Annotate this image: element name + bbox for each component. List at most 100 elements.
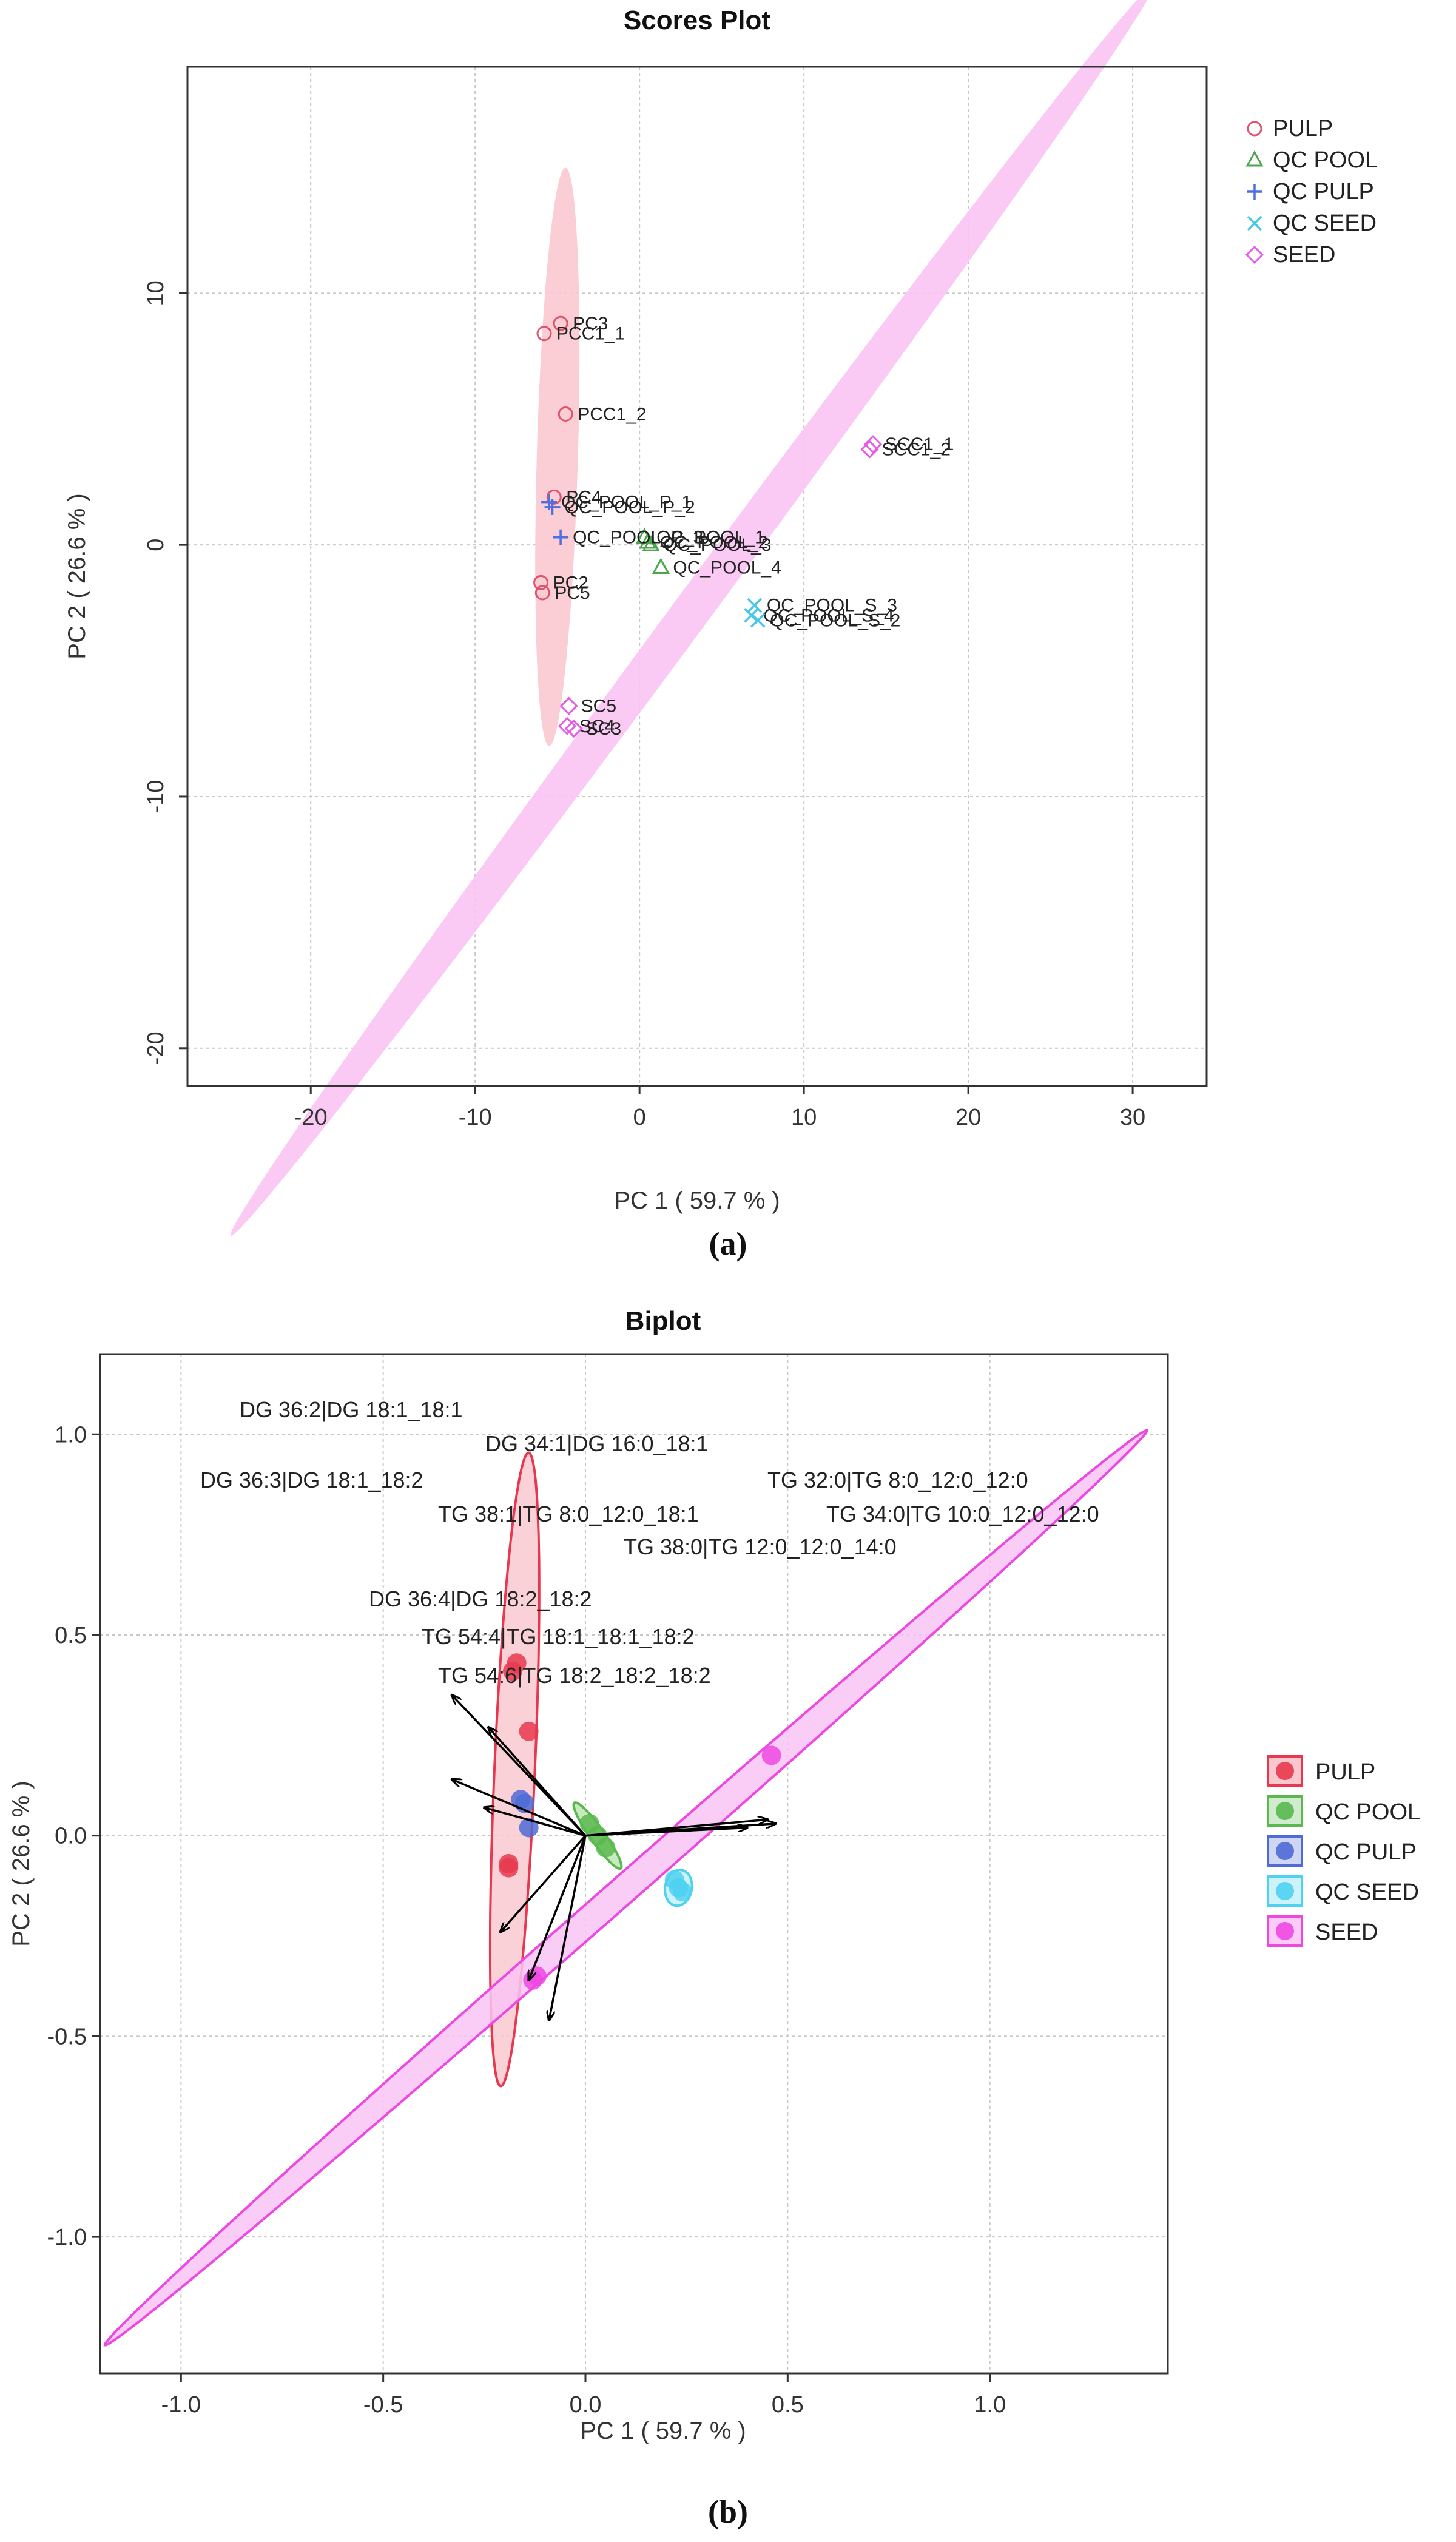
point-label: PC2 — [553, 573, 588, 593]
loading-arrow — [500, 1835, 587, 1932]
point-label: PCC1_2 — [578, 404, 646, 424]
y-tick-label: -0.5 — [47, 2024, 87, 2049]
legend-marker — [1276, 1882, 1294, 1900]
loading-arrow — [452, 1779, 586, 1837]
loading-label: DG 36:4|DG 18:2_18:2 — [369, 1586, 592, 1611]
loading-label: DG 34:1|DG 16:0_18:1 — [485, 1431, 709, 1456]
chart-title: Biplot — [625, 1306, 701, 1336]
data-points: PC3PCC1_1PCC1_2PC4PC2PC5QC_POOL_1QC_POOL… — [533, 314, 954, 739]
point-label: PCC1_1 — [556, 324, 625, 344]
point-label: PC4 — [566, 487, 601, 507]
point-marker — [558, 716, 577, 735]
gridlines — [100, 1354, 1168, 2373]
point-marker — [559, 696, 578, 715]
legend-swatch — [1267, 1795, 1303, 1827]
x-axis-label: PC 1 ( 59.7 % ) — [580, 2418, 746, 2444]
point-marker — [503, 1661, 522, 1681]
point-label: QC_POOL_4 — [673, 558, 781, 578]
point-label: SC5 — [581, 696, 616, 716]
data-points — [499, 1653, 781, 1990]
legend-marker — [1276, 1802, 1294, 1820]
loading-arrow — [585, 1827, 747, 1837]
loading-label: DG 36:3|DG 18:1_18:2 — [200, 1468, 423, 1492]
point-label: QC_POOL_P_1 — [561, 493, 692, 513]
point-label: SCC1_2 — [882, 440, 951, 460]
point-marker — [523, 1970, 543, 1990]
point-marker — [639, 532, 657, 549]
loading-arrow — [549, 1835, 587, 2020]
point-label: QC_POOL_S_2 — [770, 611, 900, 631]
ellipse-seed — [230, 0, 1148, 1236]
loading-label: TG 54:6|TG 18:2_18:2_18:2 — [438, 1663, 711, 1688]
point-label: QC_POOL_3 — [663, 535, 771, 555]
legend-label: QC POOL — [1273, 147, 1378, 173]
legend-item: QC PULP — [1267, 1835, 1417, 1867]
legend-item: SEED — [1267, 1915, 1378, 1947]
x-tick-label: 30 — [1120, 1105, 1145, 1130]
point-marker — [533, 575, 549, 590]
loading-arrow — [484, 1807, 586, 1837]
y-tick-label: -1.0 — [47, 2225, 87, 2250]
legend-label: QC POOL — [1315, 1799, 1420, 1825]
legend-swatch — [1267, 1835, 1303, 1867]
point-marker — [519, 1721, 539, 1741]
point-marker — [558, 406, 573, 422]
point-label: QC_POOL_S_3 — [767, 596, 897, 616]
legend-item: QC POOL — [1267, 1795, 1420, 1827]
legend-item: QC PULP — [1247, 179, 1374, 204]
point-label: QC_POOL_2 — [660, 533, 768, 553]
legend-marker — [1276, 1762, 1294, 1780]
point-marker — [750, 613, 766, 628]
point-marker — [519, 1818, 539, 1838]
legend-label: PULP — [1273, 116, 1333, 141]
loading-arrows: DG 36:2|DG 18:1_18:1 DG 34:1|DG 16:0_18:1… — [200, 1397, 1099, 2020]
point-marker — [564, 719, 583, 738]
point-label: PC5 — [554, 583, 590, 603]
point-marker — [652, 558, 670, 574]
x-tick-label: 10 — [791, 1105, 817, 1130]
x-tick-label: -0.5 — [363, 2392, 403, 2418]
loading-label: TG 38:0|TG 12:0_12:0_14:0 — [624, 1534, 897, 1559]
point-marker — [673, 1882, 692, 1902]
point-marker — [536, 326, 552, 342]
legend-item: PULP — [1267, 1755, 1375, 1787]
point-marker — [1245, 150, 1264, 167]
point-label: PC3 — [573, 314, 608, 334]
y-tick-label: 10 — [143, 280, 169, 306]
series-qc-seed: QC_POOL_S_3QC_POOL_S_4QC_POOL_S_2 — [744, 596, 900, 631]
x-tick-label: -10 — [459, 1105, 492, 1130]
point-marker — [747, 598, 763, 613]
loading-label: TG 34:0|TG 10:0_12:0_12:0 — [826, 1502, 1099, 1526]
legend: PULP QC POOL QC PULP QC SEED SEED — [1245, 116, 1378, 268]
series-qc-pulp: QC_POOL_P_1QC_POOL_P_2 QC_POOL_P_3 — [541, 493, 703, 548]
x-axis-label: PC 1 ( 59.7 % ) — [614, 1187, 780, 1214]
point-marker — [546, 489, 562, 505]
x-tick-label: 0.5 — [772, 2392, 804, 2418]
series-qc-seed — [664, 1870, 692, 1902]
y-axis-label: PC 2 ( 26.6 % ) — [64, 493, 90, 659]
confidence-ellipses — [230, 0, 1148, 1236]
point-marker — [642, 535, 660, 551]
axes: -1.0 -0.5 0.0 0.5 1.0 -1.0 -0.5 0.0 0.5 1.0 — [47, 1422, 1006, 2418]
y-tick-label: 1.0 — [55, 1422, 87, 1448]
point-marker — [1247, 184, 1262, 200]
plot-frame — [186, 66, 1208, 1087]
y-tick-label: 0 — [143, 539, 169, 551]
point-label: SC3 — [586, 719, 621, 739]
biplot: Biplot DG 36:2|DG 18:1_18:1 DG 34:1|DG 16… — [8, 1306, 1420, 2530]
y-tick-label: -20 — [143, 1031, 169, 1065]
panel-label: (b) — [708, 2493, 748, 2530]
point-marker — [1247, 215, 1262, 231]
legend-label: QC PULP — [1315, 1839, 1417, 1865]
point-marker — [1245, 245, 1264, 265]
point-marker — [534, 585, 550, 601]
legend-item: PULP — [1247, 116, 1333, 141]
axes: -20 -10 0 10 20 30 -20 -10 0 10 — [143, 280, 1145, 1130]
panel-label: (a) — [709, 1225, 747, 1262]
legend-item: QC SEED — [1267, 1875, 1419, 1907]
legend-item: SEED — [1245, 242, 1335, 268]
confidence-ellipses — [103, 1429, 1148, 2347]
point-label: SCC1_1 — [885, 434, 954, 454]
point-marker — [499, 1858, 519, 1878]
